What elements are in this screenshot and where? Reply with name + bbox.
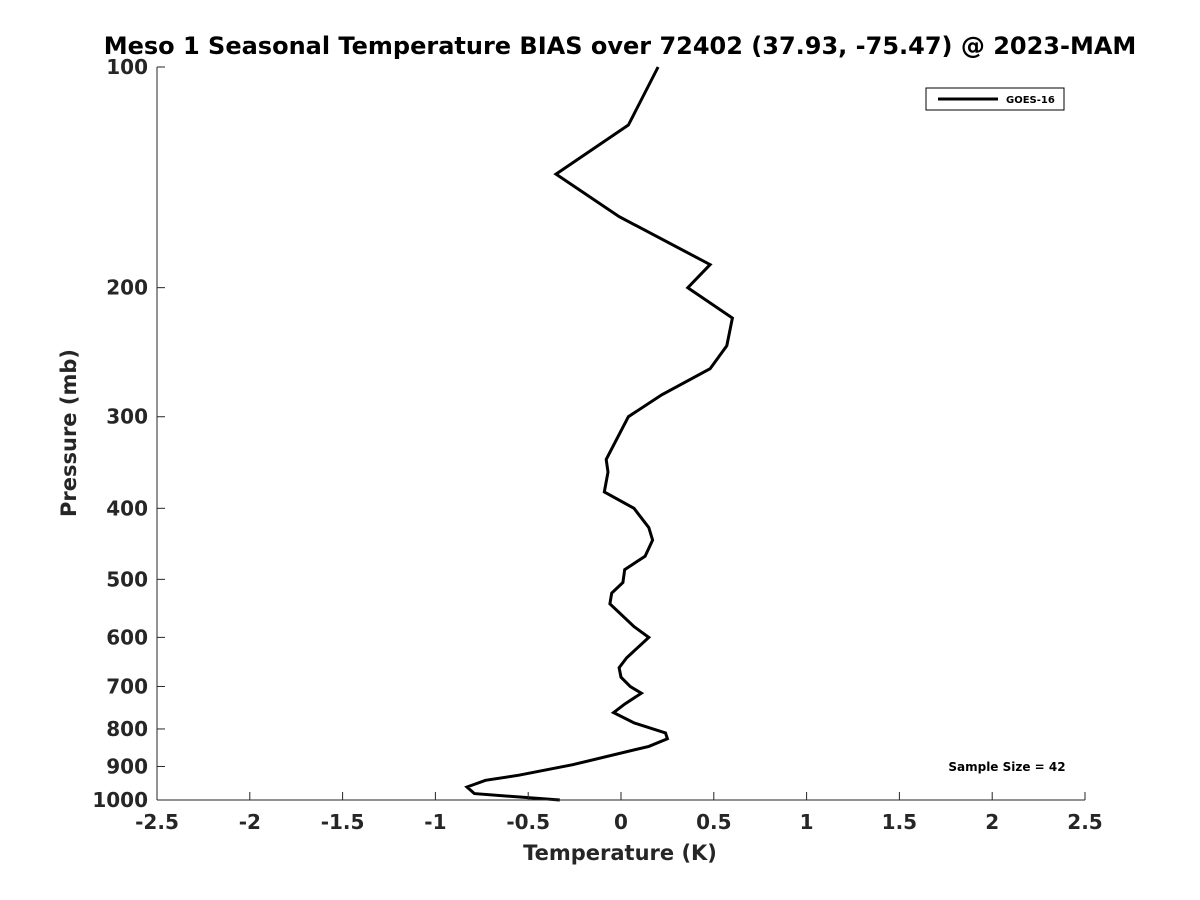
x-tick-label: 2: [985, 810, 999, 834]
x-tick-label: 0.5: [696, 810, 731, 834]
x-axis-label: Temperature (K): [523, 841, 717, 865]
x-tick-label: 2.5: [1067, 810, 1102, 834]
y-tick-label: 100: [106, 55, 148, 79]
x-tick-label: -2: [239, 810, 261, 834]
sample-size-annotation: Sample Size = 42: [948, 760, 1065, 774]
x-tick-label: -0.5: [506, 810, 550, 834]
y-tick-label: 500: [106, 567, 148, 591]
x-tick-label: 0: [614, 810, 628, 834]
legend: GOES-16: [925, 87, 1065, 111]
y-tick-label: 600: [106, 625, 148, 649]
chart-title: Meso 1 Seasonal Temperature BIAS over 72…: [104, 32, 1137, 60]
y-tick-label: 900: [106, 754, 148, 778]
x-tick-label: -1: [424, 810, 446, 834]
y-tick-label: 1000: [92, 788, 148, 812]
series-line-goes-16: [464, 66, 735, 802]
legend-label-goes-16: GOES-16: [1006, 95, 1055, 106]
x-tick-label: 1.5: [882, 810, 917, 834]
y-tick-label: 800: [106, 717, 148, 741]
y-tick-label: 300: [106, 405, 148, 429]
x-tick-label: -2.5: [135, 810, 179, 834]
y-axis: 100 200 300 400 500 600 700 800 900 1000: [92, 55, 165, 812]
y-axis-label: Pressure (mb): [57, 349, 81, 517]
plot-area: [464, 66, 735, 802]
x-tick-label: 1: [800, 810, 814, 834]
y-tick-label: 200: [106, 276, 148, 300]
y-tick-label: 700: [106, 674, 148, 698]
x-tick-label: -1.5: [321, 810, 365, 834]
x-axis: -2.5 -2 -1.5 -1 -0.5 0 0.5 1 1.5 2 2.5: [135, 792, 1103, 834]
y-tick-label: 400: [106, 496, 148, 520]
